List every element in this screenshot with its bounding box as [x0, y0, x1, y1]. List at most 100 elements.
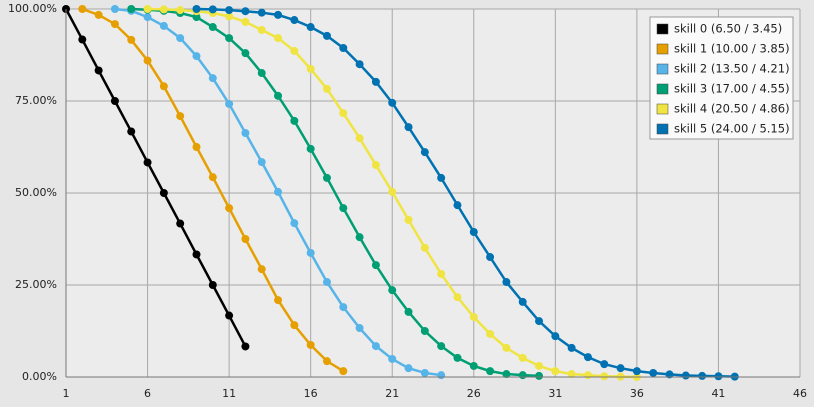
data-point — [225, 99, 234, 108]
data-point — [94, 10, 103, 19]
data-point — [535, 361, 544, 370]
data-point — [208, 74, 217, 83]
data-point — [355, 324, 364, 333]
data-point — [110, 97, 119, 105]
data-point — [681, 371, 690, 380]
data-point — [420, 148, 429, 157]
legend-swatch — [656, 83, 669, 95]
data-point — [306, 144, 315, 153]
data-point — [143, 56, 152, 65]
data-point — [274, 187, 283, 196]
axes: 0.00%25.00%50.00%75.00%100.00%1 6 11 16 21 26… — [8, 2, 807, 400]
data-point — [208, 23, 217, 32]
data-point — [649, 368, 658, 377]
data-point — [339, 367, 348, 376]
data-point — [583, 371, 592, 380]
data-point — [143, 13, 152, 22]
data-point — [502, 278, 511, 287]
data-point — [306, 248, 315, 257]
data-point — [518, 353, 527, 362]
data-point — [241, 129, 250, 138]
data-point — [208, 281, 217, 289]
data-point — [339, 109, 348, 118]
data-point — [78, 35, 87, 44]
y-tick-label: 50.00% — [15, 186, 57, 199]
data-point — [371, 261, 380, 270]
data-point — [225, 6, 234, 15]
data-point — [176, 219, 185, 228]
data-point — [192, 13, 201, 22]
x-tick-label: 36 — [630, 387, 644, 400]
data-point — [486, 253, 495, 262]
data-point — [241, 17, 250, 26]
y-tick-label: 25.00% — [15, 278, 57, 291]
data-point — [225, 204, 234, 213]
data-point — [176, 34, 185, 43]
data-point — [274, 296, 283, 305]
data-point — [420, 368, 429, 377]
data-point — [371, 342, 380, 351]
y-tick-label: 100.00% — [8, 2, 57, 15]
data-point — [78, 5, 87, 13]
data-point — [306, 340, 315, 349]
data-point — [159, 82, 168, 91]
data-point — [322, 31, 331, 40]
data-point — [192, 143, 201, 151]
data-point — [322, 173, 331, 182]
data-point — [159, 21, 168, 30]
data-point — [404, 123, 413, 132]
data-point — [192, 250, 201, 259]
data-point — [404, 215, 413, 224]
data-point — [437, 269, 446, 278]
data-point — [274, 10, 283, 19]
data-point — [225, 34, 234, 43]
data-point — [404, 307, 413, 316]
data-point — [355, 134, 364, 143]
data-point — [502, 370, 511, 379]
data-point — [371, 161, 380, 170]
data-point — [339, 204, 348, 213]
legend-swatch — [656, 43, 669, 55]
data-point — [388, 98, 397, 107]
data-point — [714, 372, 723, 381]
data-point — [143, 5, 152, 13]
data-point — [225, 311, 234, 320]
data-point — [437, 342, 446, 351]
legend-label: skill 0 (6.50 / 3.45) — [674, 22, 782, 36]
data-point — [159, 189, 168, 197]
data-point — [257, 265, 266, 274]
data-point — [322, 84, 331, 93]
data-point — [306, 23, 315, 32]
x-tick-label: 21 — [385, 387, 399, 400]
data-point — [453, 293, 462, 302]
data-point — [290, 116, 299, 125]
data-point — [110, 20, 119, 29]
data-point — [600, 360, 609, 369]
data-point — [94, 66, 103, 75]
data-point — [371, 77, 380, 86]
data-point — [110, 5, 119, 13]
data-point — [192, 52, 201, 61]
legend-label: skill 2 (13.50 / 4.21) — [674, 62, 790, 76]
data-point — [225, 12, 234, 21]
data-point — [241, 7, 250, 16]
x-tick-label: 31 — [548, 387, 562, 400]
legend-swatch — [656, 103, 669, 115]
legend-label: skill 4 (20.50 / 4.86) — [674, 102, 790, 116]
data-point — [502, 343, 511, 352]
legend-box — [649, 16, 794, 140]
data-point — [420, 243, 429, 252]
series-line — [196, 7, 735, 378]
data-point — [290, 46, 299, 55]
data-point — [339, 303, 348, 312]
x-tick-label: 16 — [304, 387, 318, 400]
data-point — [665, 370, 674, 379]
data-point — [192, 5, 201, 13]
data-point — [241, 235, 250, 243]
legend-swatch — [656, 63, 669, 75]
data-point — [208, 173, 217, 182]
data-point — [257, 69, 266, 78]
data-point — [551, 367, 560, 376]
legend-label: skill 1 (10.00 / 3.85) — [674, 42, 790, 56]
